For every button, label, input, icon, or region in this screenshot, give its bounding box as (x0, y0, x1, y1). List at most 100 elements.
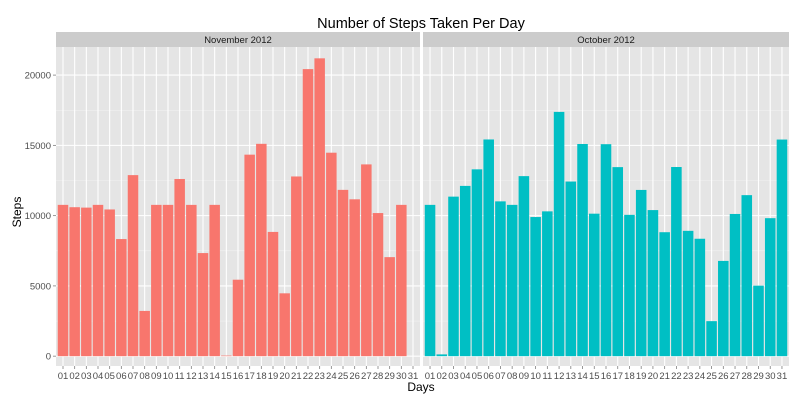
bar (718, 260, 729, 357)
bar (518, 176, 530, 357)
bar (127, 175, 139, 357)
x-tick-label: 28 (373, 371, 384, 382)
bar (495, 201, 506, 357)
x-tick-label: 17 (612, 371, 623, 382)
x-tick-label: 18 (624, 371, 635, 382)
x-tick-label: 26 (349, 371, 360, 382)
bar (448, 196, 459, 357)
bar (314, 58, 325, 357)
x-tick-label: 21 (659, 371, 670, 382)
x-tick-label: 16 (601, 371, 612, 382)
bar (483, 139, 494, 357)
x-tick-label: 02 (436, 371, 447, 382)
bar (471, 169, 483, 357)
x-tick-label: 25 (338, 371, 349, 382)
bar (682, 230, 694, 357)
x-tick-label: 16 (233, 371, 244, 382)
bar (577, 143, 588, 357)
y-tick-label: 15000 (25, 141, 51, 152)
bar (221, 355, 232, 357)
x-tick-label: 30 (396, 371, 407, 382)
bar (542, 211, 553, 357)
facet-strip-label: November 2012 (204, 35, 272, 46)
bar (361, 164, 372, 357)
x-tick-label: 08 (139, 371, 150, 382)
x-tick-label: 27 (730, 371, 741, 382)
x-tick-label: 27 (361, 371, 372, 382)
bar (612, 167, 624, 357)
bar (729, 213, 741, 357)
x-tick-label: 06 (116, 371, 127, 382)
x-tick-label: 15 (589, 371, 600, 382)
x-tick-label: 20 (279, 371, 290, 382)
x-tick-label: 26 (718, 371, 729, 382)
bar (186, 204, 197, 357)
bar (349, 199, 360, 357)
x-tick-label: 03 (448, 371, 459, 382)
bar (372, 213, 384, 357)
x-tick-label: 03 (81, 371, 92, 382)
x-tick-label: 04 (93, 371, 104, 382)
bar (647, 210, 659, 357)
bar (741, 195, 753, 357)
x-tick-label: 09 (151, 371, 162, 382)
x-axis-title: Days (407, 380, 434, 394)
x-tick-label: 09 (519, 371, 530, 382)
bar (436, 354, 448, 357)
x-tick-label: 07 (495, 371, 506, 382)
facet-strip-label: October 2012 (577, 35, 635, 46)
x-tick-label: 23 (314, 371, 325, 382)
x-tick-label: 15 (221, 371, 232, 382)
x-tick-label: 30 (765, 371, 776, 382)
facet-strip (423, 32, 789, 47)
bar (506, 204, 518, 357)
x-tick-label: 14 (209, 371, 220, 382)
x-tick-label: 02 (69, 371, 80, 382)
x-tick-label: 10 (530, 371, 541, 382)
y-tick-label: 10000 (25, 211, 51, 222)
bar (588, 213, 600, 357)
x-tick-label: 05 (104, 371, 115, 382)
panel-1: October 2012 01 02 03 04 05 06 07 08 09 10 11 12 13 14… (423, 32, 789, 382)
bar (624, 214, 635, 357)
bar (659, 232, 670, 357)
bar (139, 310, 150, 357)
bar (104, 209, 115, 357)
x-tick-label: 07 (128, 371, 139, 382)
y-axis-title: Steps (10, 197, 24, 228)
x-tick-label: 29 (753, 371, 764, 382)
x-tick-label: 31 (408, 371, 419, 382)
bar (776, 139, 788, 357)
chart-title: Number of Steps Taken Per Day (317, 16, 525, 32)
bar (302, 69, 314, 357)
bar (459, 185, 471, 357)
x-tick-label: 22 (671, 371, 682, 382)
bar (694, 238, 706, 357)
x-tick-label: 01 (425, 371, 436, 382)
x-tick-label: 12 (554, 371, 565, 382)
bar (706, 321, 717, 357)
bar (92, 204, 104, 357)
bar (565, 181, 577, 357)
x-tick-label: 17 (244, 371, 255, 382)
x-tick-label: 11 (175, 371, 185, 382)
x-tick-label: 08 (507, 371, 518, 382)
x-tick-label: 23 (683, 371, 694, 382)
x-tick-label: 19 (268, 371, 279, 382)
x-tick-label: 24 (326, 371, 337, 382)
bar (291, 176, 302, 357)
bar (57, 204, 69, 357)
bar (764, 218, 776, 357)
bar (244, 154, 255, 357)
bar (162, 204, 174, 357)
y-tick-label: 5000 (30, 281, 51, 292)
bar (256, 143, 267, 357)
bar (232, 279, 244, 357)
bar (530, 217, 541, 357)
x-tick-label: 14 (577, 371, 588, 382)
x-tick-label: 29 (384, 371, 395, 382)
bar (81, 207, 92, 357)
y-axis: 0 5000 10000 15000 20000 (25, 71, 56, 363)
